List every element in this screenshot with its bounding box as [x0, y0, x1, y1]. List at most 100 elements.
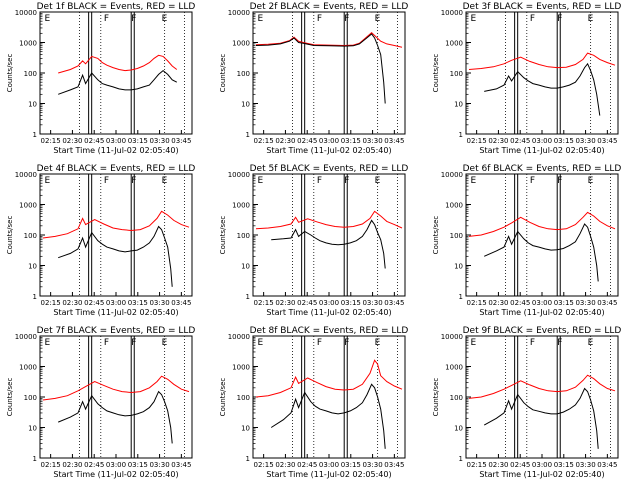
y-tick-label: 1: [246, 131, 250, 139]
x-axis-label: Start Time (11-Jul-02 02:05:40): [266, 470, 391, 479]
x-tick-label: 03:30: [149, 461, 169, 469]
series-events-line: [270, 383, 386, 449]
x-tick-label: 02:30: [62, 461, 82, 469]
flag-label: F: [344, 14, 349, 24]
flag-label: E: [471, 176, 477, 186]
y-tick-label: 1000: [19, 40, 37, 48]
series-events-line: [483, 223, 599, 282]
x-tick-label: 02:15: [254, 299, 274, 307]
x-tick-label: 03:15: [128, 299, 148, 307]
flag-label: F: [344, 176, 349, 186]
y-tick-label: 1000: [232, 40, 250, 48]
y-axis-label: Counts/sec: [432, 54, 440, 93]
flag-label: E: [45, 14, 51, 24]
y-tick-label: 1000: [445, 202, 463, 210]
series-lld-line: [468, 374, 616, 399]
x-tick-label: 03:30: [575, 137, 595, 145]
series-lld-line: [42, 210, 190, 239]
x-tick-label: 03:00: [106, 137, 126, 145]
x-tick-label: 03:00: [319, 299, 339, 307]
x-tick-label: 02:30: [275, 461, 295, 469]
y-tick-label: 10000: [15, 333, 37, 341]
x-tick-label: 02:15: [467, 137, 487, 145]
x-tick-label: 03:30: [362, 299, 382, 307]
x-tick-label: 02:45: [84, 299, 104, 307]
series-lld-line: [255, 32, 403, 48]
y-tick-label: 10: [454, 263, 463, 271]
flag-label: E: [162, 14, 168, 24]
x-tick-label: 03:45: [384, 137, 404, 145]
y-tick-label: 1: [33, 455, 37, 463]
x-axis-label: Start Time (11-Jul-02 02:05:40): [266, 308, 391, 317]
y-tick-label: 10000: [441, 333, 463, 341]
subplot-1: Det 1f BLACK = Events, RED = LLD 1 10 100 10…: [6, 2, 195, 155]
flag-label: F: [104, 176, 109, 186]
y-axis-label: Counts/sec: [6, 378, 14, 417]
plot-frame: [465, 335, 619, 459]
x-tick-label: 02:45: [84, 461, 104, 469]
subplot-7: Det 7f BLACK = Events, RED = LLD 1 10 100 10…: [6, 326, 195, 479]
plot-frame: [39, 11, 193, 135]
x-tick-label: 03:30: [149, 299, 169, 307]
x-tick-label: 02:15: [41, 299, 61, 307]
subplot-3: Det 3f BLACK = Events, RED = LLD 1 10 100 10…: [432, 2, 621, 155]
y-axis-label: Counts/sec: [219, 378, 227, 417]
x-tick-label: 02:15: [41, 137, 61, 145]
y-tick-label: 10: [454, 101, 463, 109]
x-tick-label: 02:45: [510, 137, 530, 145]
plot-title: Det 9f BLACK = Events, RED = LLD: [463, 326, 622, 336]
plot-title: Det 1f BLACK = Events, RED = LLD: [37, 2, 196, 12]
x-tick-label: 03:00: [532, 299, 552, 307]
x-tick-label: 03:30: [575, 299, 595, 307]
y-tick-label: 100: [24, 70, 37, 78]
y-tick-label: 100: [450, 232, 463, 240]
flag-label: E: [375, 338, 381, 348]
x-axis-label: Start Time (11-Jul-02 02:05:40): [53, 308, 178, 317]
y-tick-label: 1000: [445, 40, 463, 48]
y-tick-label: 100: [450, 394, 463, 402]
flag-label: E: [258, 338, 264, 348]
flag-label: E: [162, 338, 168, 348]
x-tick-label: 03:30: [149, 137, 169, 145]
flag-label: E: [588, 176, 594, 186]
y-axis-label: Counts/sec: [219, 54, 227, 93]
x-tick-label: 03:45: [171, 461, 191, 469]
flag-label: E: [258, 176, 264, 186]
x-tick-label: 02:45: [510, 461, 530, 469]
y-tick-label: 10: [241, 425, 250, 433]
series-lld-line: [255, 210, 403, 230]
plot-frame: [465, 11, 619, 135]
flag-label: F: [104, 14, 109, 24]
y-tick-label: 1000: [232, 364, 250, 372]
x-tick-label: 03:15: [128, 461, 148, 469]
y-tick-label: 10000: [228, 333, 250, 341]
plot-title: Det 6f BLACK = Events, RED = LLD: [463, 164, 622, 174]
x-tick-label: 02:30: [275, 299, 295, 307]
x-tick-label: 03:00: [106, 299, 126, 307]
x-tick-label: 02:30: [488, 137, 508, 145]
flag-label: E: [162, 176, 168, 186]
series-lld-line: [468, 211, 616, 237]
y-tick-label: 100: [237, 232, 250, 240]
x-tick-label: 02:15: [467, 299, 487, 307]
plot-frame: [252, 335, 406, 459]
series-lld-line: [58, 54, 178, 74]
subplot-9: Det 9f BLACK = Events, RED = LLD 1 10 100 10…: [432, 326, 621, 479]
y-tick-label: 10000: [441, 171, 463, 179]
flag-label: F: [557, 14, 562, 24]
plot-title: Det 3f BLACK = Events, RED = LLD: [463, 2, 622, 12]
y-tick-label: 10000: [228, 171, 250, 179]
y-tick-label: 10: [28, 425, 37, 433]
y-tick-label: 100: [24, 394, 37, 402]
x-tick-label: 03:30: [362, 137, 382, 145]
x-tick-label: 02:30: [275, 137, 295, 145]
flag-label: F: [530, 176, 535, 186]
flag-label: F: [131, 14, 136, 24]
subplot-8: Det 8f BLACK = Events, RED = LLD 1 10 100 10…: [219, 326, 408, 479]
flag-label: E: [375, 176, 381, 186]
plot-title: Det 5f BLACK = Events, RED = LLD: [250, 164, 409, 174]
x-axis-label: Start Time (11-Jul-02 02:05:40): [479, 308, 604, 317]
y-tick-label: 10: [241, 263, 250, 271]
x-tick-label: 02:30: [488, 461, 508, 469]
y-axis-label: Counts/sec: [432, 378, 440, 417]
